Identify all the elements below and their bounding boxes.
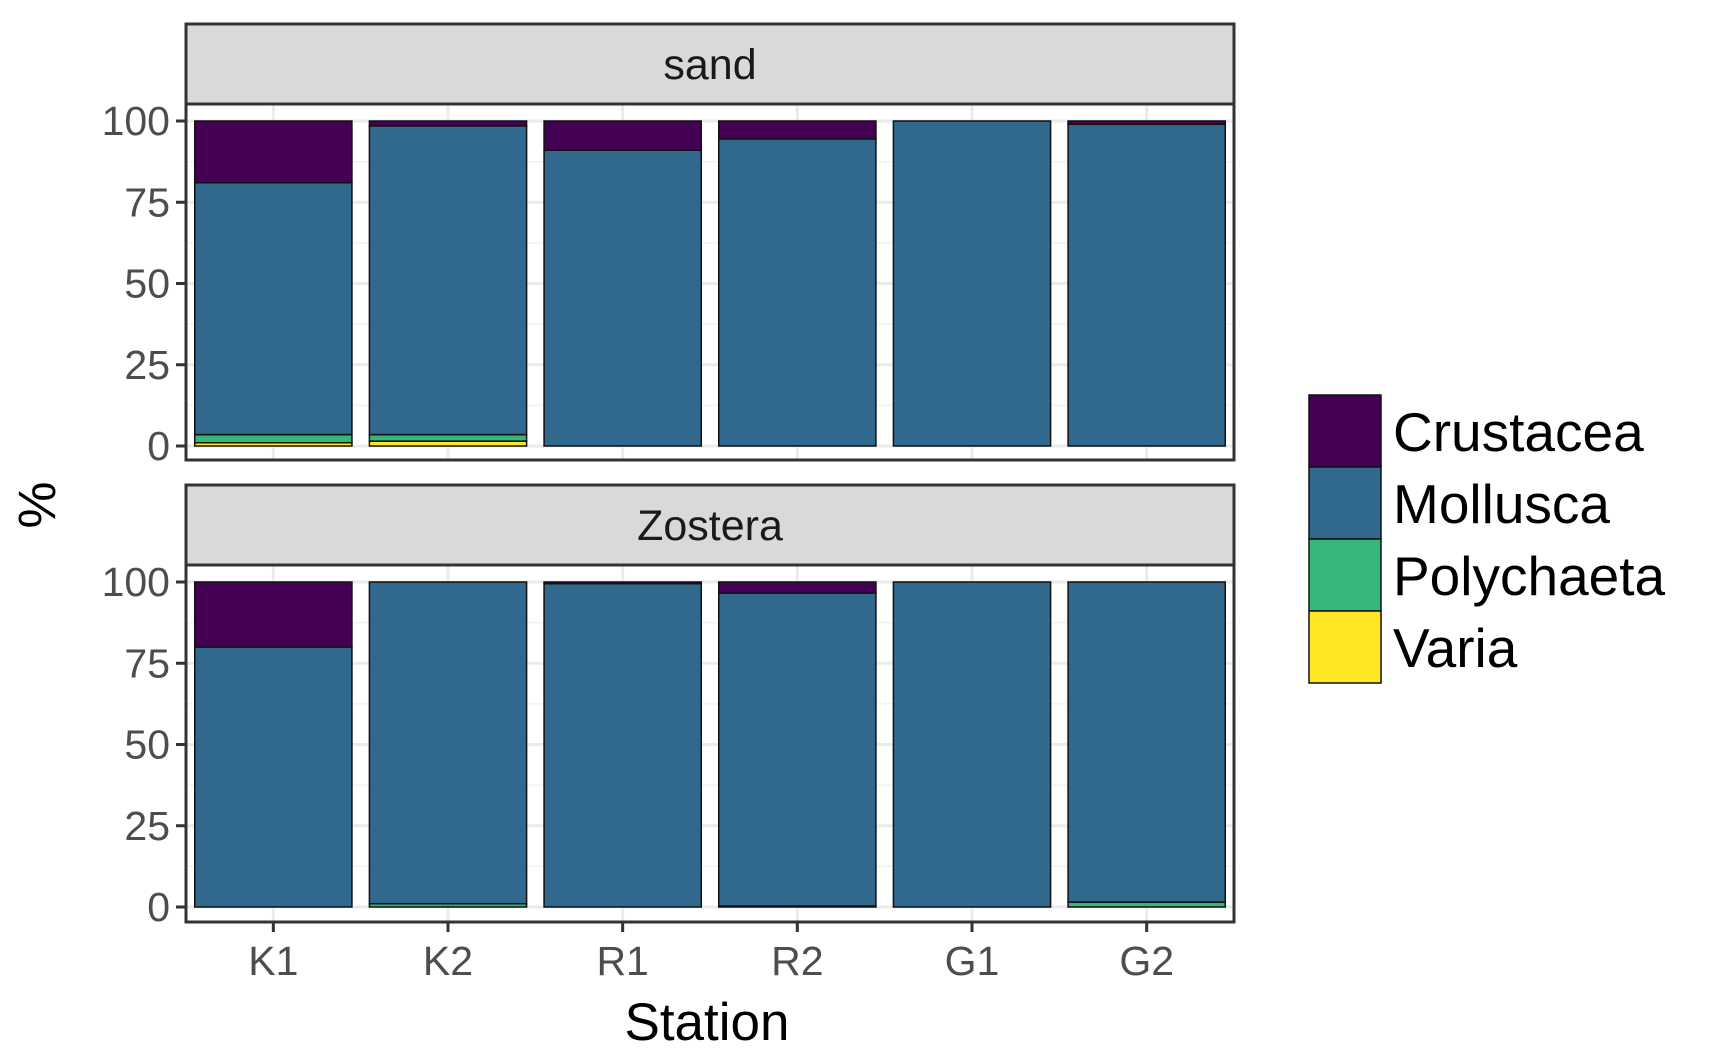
bar-segment-mollusca-k1 <box>193 646 353 908</box>
legend-item-mollusca: Mollusca <box>1308 466 1610 540</box>
y-tick-label: 50 <box>124 261 170 307</box>
y-tick-label: 75 <box>124 179 170 225</box>
y-tick-label: 75 <box>124 640 170 686</box>
bar-segment-mollusca-k1 <box>193 182 353 436</box>
bar-segment-mollusca-r1 <box>543 149 703 447</box>
bar-segment-crustacea-r2 <box>717 120 877 140</box>
facet-strip <box>184 22 1236 106</box>
legend-key <box>1308 394 1382 468</box>
bar-segment-mollusca-g2 <box>1067 123 1227 447</box>
legend-key <box>1308 610 1382 684</box>
legend-item-crustacea: Crustacea <box>1308 394 1644 468</box>
x-tick-label: K2 <box>423 938 473 984</box>
bar-segment-mollusca-g1 <box>892 120 1052 447</box>
legend-item-polychaeta: Polychaeta <box>1308 538 1666 612</box>
y-tick-label: 25 <box>124 803 170 849</box>
panels-layer: sand 0 25 50 75 100 Zostera 0 25 50 75 100 K1 K2 R1 R2 G… <box>102 22 1236 984</box>
y-tick-label: 0 <box>147 423 170 469</box>
y-axis-title: % <box>8 481 67 528</box>
bar-segment-polychaeta-k1 <box>193 433 353 444</box>
legend-label: Mollusca <box>1393 473 1610 535</box>
panel-sand: sand 0 25 50 75 100 <box>102 22 1236 469</box>
legend-key <box>1308 538 1382 612</box>
bar-segment-crustacea-g2 <box>1067 120 1227 125</box>
bar-segment-crustacea-r2 <box>717 581 877 594</box>
bar-segment-crustacea-k1 <box>193 581 353 648</box>
y-tick-label: 100 <box>102 98 170 144</box>
bar-segment-mollusca-r2 <box>717 138 877 447</box>
facet-strip <box>184 483 1236 567</box>
bar-segment-mollusca-k2 <box>368 125 528 436</box>
bar-segment-mollusca-g2 <box>1067 581 1227 903</box>
bar-segment-polychaeta-k2 <box>368 433 528 442</box>
legend-key <box>1308 466 1382 540</box>
bar-segment-crustacea-r1 <box>543 120 703 151</box>
bar-segment-mollusca-r2 <box>717 592 877 907</box>
x-tick-label: G1 <box>945 938 1000 984</box>
bar-segment-mollusca-k2 <box>368 581 528 905</box>
bar-segment-crustacea-k2 <box>368 120 528 127</box>
y-tick-label: 0 <box>147 884 170 930</box>
x-tick-label: R2 <box>771 938 823 984</box>
facet-strip-label: Zostera <box>637 502 783 550</box>
x-tick-label: R1 <box>596 938 648 984</box>
legend-label: Polychaeta <box>1393 545 1666 607</box>
legend-label: Varia <box>1393 617 1518 679</box>
legend-item-varia: Varia <box>1308 610 1518 684</box>
panel-zostera: Zostera 0 25 50 75 100 K1 K2 R1 R2 G1 G2 <box>102 483 1236 984</box>
y-tick-label: 50 <box>124 722 170 768</box>
x-tick-label: G2 <box>1119 938 1174 984</box>
x-axis-title: Station <box>624 993 789 1052</box>
y-tick-label: 25 <box>124 342 170 388</box>
x-tick-label: K1 <box>248 938 298 984</box>
bar-segment-crustacea-r1 <box>543 581 703 585</box>
bar-segment-crustacea-k1 <box>193 120 353 184</box>
legend-label: Crustacea <box>1393 401 1644 463</box>
bar-segment-mollusca-r1 <box>543 582 703 908</box>
y-tick-label: 100 <box>102 559 170 605</box>
facet-strip-label: sand <box>663 41 756 89</box>
legend: Crustacea Mollusca Polychaeta Varia <box>1308 394 1666 684</box>
bar-segment-mollusca-g1 <box>892 581 1052 908</box>
